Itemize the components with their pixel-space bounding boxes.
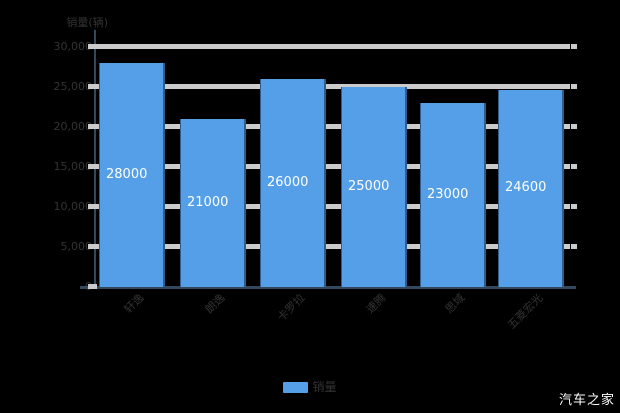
y-axis-line: [94, 30, 96, 288]
bar-轩逸[interactable]: 28000: [99, 62, 165, 287]
x-axis-line: [80, 286, 576, 289]
bar-value-label: 28000: [106, 166, 148, 182]
y-tick-label: 25,000: [53, 79, 93, 93]
legend[interactable]: 销量: [0, 381, 620, 394]
gridline: [97, 44, 570, 49]
y-tick-label: 15,000: [53, 159, 93, 173]
axis-tick: [571, 44, 577, 49]
x-tick-label: 速腾: [363, 291, 389, 317]
axis-tick: [571, 204, 577, 209]
axis-tick: [88, 244, 97, 249]
gridline: [97, 124, 570, 129]
y-axis-title: 销量(辆): [66, 16, 108, 29]
axis-tick: [571, 244, 577, 249]
bar-五菱宏光[interactable]: 24600: [498, 89, 564, 287]
bar-朗逸[interactable]: 21000: [180, 118, 246, 287]
axis-tick: [88, 44, 97, 49]
legend-label: 销量: [312, 380, 337, 394]
x-tick-label: 朗逸: [202, 291, 228, 317]
y-tick-label: 5,000: [60, 239, 93, 253]
axis-tick: [88, 164, 97, 169]
axis-tick: [88, 124, 97, 129]
axis-tick: [88, 204, 97, 209]
x-tick-label: 五菱宏光: [505, 291, 546, 332]
y-tick-label: 20,000: [53, 119, 93, 133]
legend-swatch-icon: [283, 382, 309, 393]
x-tick-label: 思域: [442, 291, 468, 317]
x-tick-label: 卡罗拉: [274, 291, 308, 324]
bar-value-label: 26000: [267, 174, 309, 190]
y-tick-label: 30,000: [53, 39, 93, 53]
bar-速腾[interactable]: 25000: [341, 86, 407, 287]
bar-卡罗拉[interactable]: 26000: [260, 78, 326, 287]
axis-tick: [88, 84, 97, 89]
bar-思域[interactable]: 23000: [420, 102, 486, 287]
gridline: [97, 84, 570, 89]
bar-value-label: 21000: [187, 194, 229, 210]
x-tick-label: 轩逸: [121, 291, 147, 317]
watermark-autohome: 汽车之家: [558, 393, 615, 408]
bar-value-label: 23000: [427, 186, 469, 202]
axis-tick: [88, 284, 97, 289]
axis-tick: [571, 124, 577, 129]
axis-tick: [571, 84, 577, 89]
gridline: [97, 244, 570, 249]
gridline: [97, 204, 570, 209]
bar-value-label: 24600: [505, 180, 547, 196]
y-tick-label: 10,000: [53, 199, 93, 213]
bar-value-label: 25000: [348, 178, 390, 194]
axis-tick: [571, 164, 577, 169]
gridline: [97, 164, 570, 169]
